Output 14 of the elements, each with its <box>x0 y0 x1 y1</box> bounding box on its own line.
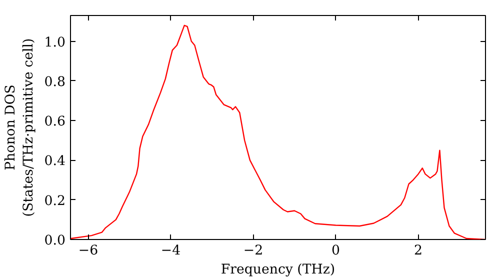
y-tick-label: 0.2 <box>44 194 66 209</box>
y-tick-label: 0.6 <box>44 114 66 130</box>
x-tick-label: −4 <box>160 244 181 258</box>
x-tick-label: −6 <box>78 244 98 258</box>
y-tick-label: 0.0 <box>44 234 66 248</box>
x-tick-label: 2 <box>414 244 423 258</box>
x-axis-title: Frequency (THz) <box>220 262 336 278</box>
y-tick-label: 1.0 <box>44 35 66 50</box>
x-tick-label: 0 <box>332 244 340 258</box>
x-tick-label: −2 <box>243 244 264 258</box>
y-tick-label: 0.4 <box>44 154 66 170</box>
line-series <box>70 24 486 240</box>
y-axis-title: Phonon DOS (States/THz·primitive cell) <box>3 38 36 217</box>
y-tick-label: 0.8 <box>44 74 66 90</box>
